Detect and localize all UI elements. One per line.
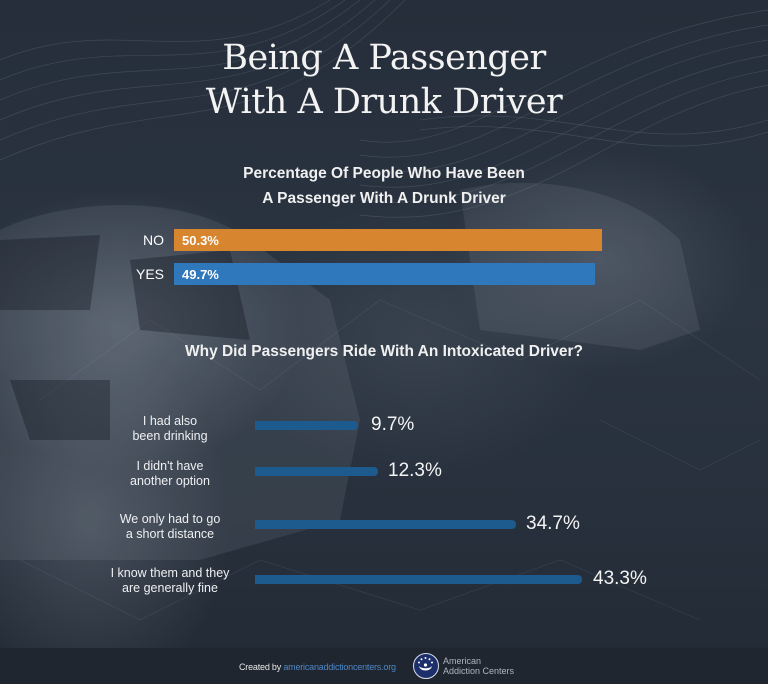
bar-value-yes: 49.7%	[182, 266, 219, 282]
section1-title-line-2: A Passenger With A Drunk Driver	[262, 190, 506, 207]
reason-label-line-1: I had also	[142, 414, 198, 428]
reason-bar-drinking	[255, 421, 358, 430]
created-by-label: Created by	[239, 662, 282, 672]
reason-label: I know them and they are generally fine	[70, 566, 270, 596]
reason-label-line-2: been drinking	[132, 429, 208, 443]
reason-value: 34.7%	[526, 513, 580, 534]
section1-title: Percentage Of People Who Have Been A Pas…	[0, 161, 768, 211]
title-line-1: Being A Passenger	[222, 38, 546, 78]
reason-label-line-1: We only had to go	[119, 512, 221, 526]
footer	[0, 648, 768, 684]
reason-value: 12.3%	[388, 460, 442, 481]
page-title: Being A Passenger With A Drunk Driver	[0, 36, 768, 124]
reason-value: 9.7%	[371, 414, 415, 435]
reason-label-line-1: I didn't have	[136, 459, 204, 473]
section1-title-line-1: Percentage Of People Who Have Been	[243, 165, 525, 182]
logo-text-line-2: Addiction Centers	[443, 666, 515, 676]
site-link[interactable]: americanaddictioncenters.org	[283, 662, 396, 672]
section2-title: Why Did Passengers Ride With An Intoxica…	[184, 343, 584, 360]
reason-label-line-1: I know them and they	[110, 566, 230, 580]
row-label-yes: YES	[135, 266, 164, 282]
title-line-2: With A Drunk Driver	[205, 82, 563, 122]
reason-bar-know-them	[255, 575, 582, 584]
logo-text-line-1: American	[443, 656, 482, 666]
reason-label-line-2: another option	[130, 474, 210, 488]
reason-label: We only had to go a short distance	[70, 512, 270, 542]
bar-no: 50.3%	[174, 229, 602, 251]
bar-value-no: 50.3%	[182, 232, 219, 248]
reason-label: I didn't have another option	[70, 459, 270, 489]
reason-bar-no-option	[255, 467, 378, 476]
reason-label: I had also been drinking	[70, 414, 270, 444]
people-circle-logo-icon	[413, 653, 439, 679]
reason-label-line-2: are generally fine	[122, 581, 218, 595]
logo-mark-icon	[418, 657, 433, 671]
reason-bar-short-distance	[255, 520, 516, 529]
logo-text: American Addiction Centers	[443, 656, 514, 676]
credit-text: Created by americanaddictioncenters.org	[239, 662, 396, 672]
row-label-no: NO	[143, 232, 164, 248]
reason-value: 43.3%	[593, 568, 647, 589]
reason-label-line-2: a short distance	[125, 527, 215, 541]
bar-yes: 49.7%	[174, 263, 595, 285]
